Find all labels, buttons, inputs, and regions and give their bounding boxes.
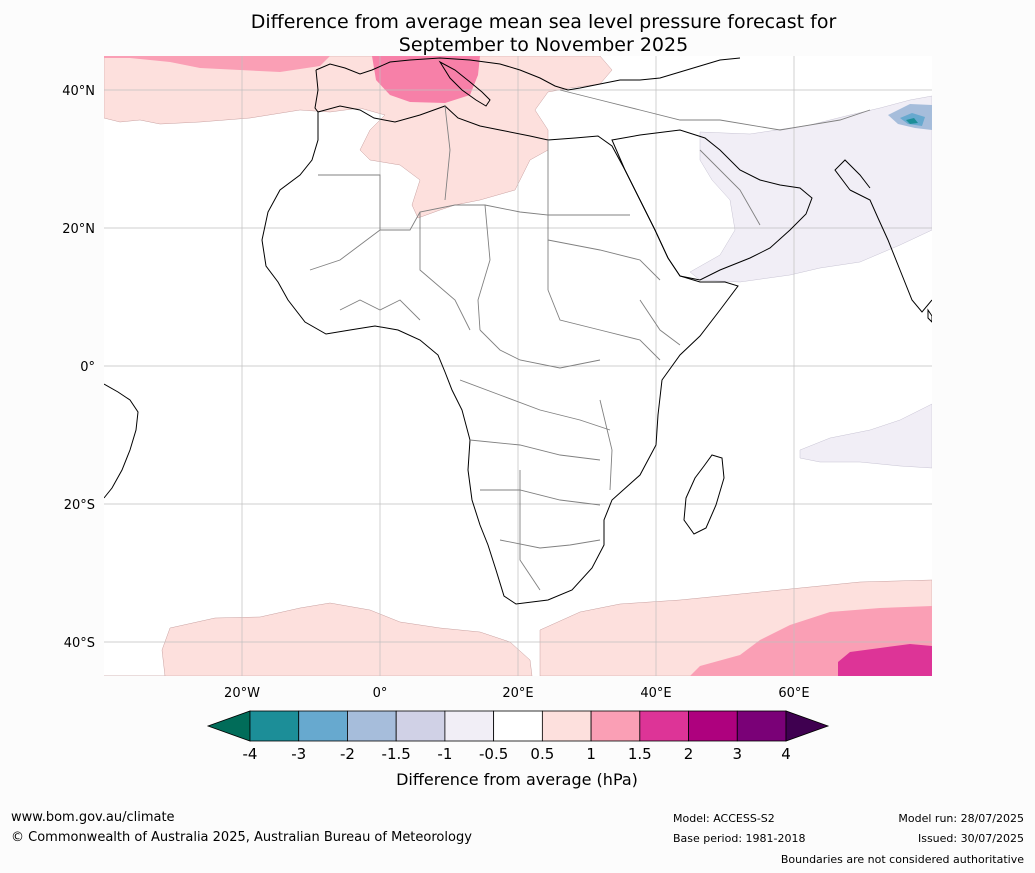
anomaly-zone-south-indian-high — [838, 644, 932, 676]
colorbar-bin — [395, 710, 446, 742]
anomaly-zone-north-light — [104, 56, 613, 219]
anomaly-zone-south-atlantic — [104, 602, 533, 676]
colorbar-bin — [590, 710, 641, 742]
colorbar-tick-label: -1.5 — [382, 745, 411, 763]
lon-label-0: 0° — [373, 686, 388, 701]
map-title-line-1: Difference from average mean sea level p… — [250, 11, 837, 33]
anomaly-zone-arabia-negative — [689, 95, 932, 283]
sri-lanka-coastline — [927, 308, 932, 323]
coastlines — [104, 57, 932, 605]
europe-coastline — [314, 57, 741, 113]
footer-copyright: © Commonwealth of Australia 2025, Austra… — [11, 830, 472, 845]
longitude-labels: 20°W 0° 20°E 40°E 60°E — [224, 686, 810, 701]
colorbar-tick-label: 3 — [732, 745, 742, 763]
lon-label-60e: 60°E — [778, 686, 809, 701]
colorbar-tick-label: 2 — [684, 745, 694, 763]
graticule — [104, 56, 932, 676]
madagascar-coastline — [683, 454, 725, 535]
colorbar-bin — [347, 710, 397, 742]
colorbar-tick-label: -2 — [340, 745, 355, 763]
footer-model-run: Model run: 28/07/2025 — [898, 812, 1024, 825]
country-borders — [309, 89, 871, 591]
lat-label-40s: 40°S — [64, 636, 95, 651]
footer-issued: Issued: 30/07/2025 — [917, 832, 1024, 845]
footer-model: Model: ACCESS-S2 — [673, 812, 775, 825]
footer-disclaimer: Boundaries are not considered authoritat… — [780, 853, 1024, 866]
colorbar-bin — [249, 710, 300, 742]
lat-label-0: 0° — [80, 360, 95, 375]
anomaly-zone-mediterranean — [372, 56, 480, 103]
colorbar-tick-label: -1 — [437, 745, 452, 763]
arabia-coastline — [611, 129, 813, 281]
lat-label-20n: 20°N — [62, 222, 95, 237]
colorbar-tick-label: -4 — [243, 745, 258, 763]
anomaly-zone-north-mid — [104, 56, 330, 72]
map-title-line-2: September to November 2025 — [398, 34, 689, 56]
africa-coastline — [261, 105, 739, 605]
colorbar-title: Difference from average (hPa) — [396, 770, 638, 789]
colorbar-tick-label: -0.5 — [479, 745, 508, 763]
lon-label-20w: 20°W — [224, 686, 260, 701]
italy-coastline — [438, 60, 491, 107]
colorbar-tick-label: 0.5 — [530, 745, 554, 763]
footer-website[interactable]: www.bom.gov.au/climate — [11, 810, 175, 825]
anomaly-zone-himalaya-peak — [906, 118, 918, 124]
footer-base-period: Base period: 1981-2018 — [673, 832, 806, 845]
latitude-labels: 40°N 20°N 0° 20°S 40°S — [62, 84, 95, 651]
colorbar-tick-label: 1.5 — [628, 745, 652, 763]
colorbar-ticks: -4 -3 -2 -1.5 -1 -0.5 0.5 1 1.5 2 3 4 — [243, 745, 791, 763]
lon-label-20e: 20°E — [502, 686, 533, 701]
colorbar-bin — [444, 710, 495, 742]
map-panel — [104, 56, 932, 676]
colorbar-bin — [298, 710, 348, 742]
colorbar-tick-label: -3 — [291, 745, 306, 763]
colorbar-bin — [493, 710, 543, 742]
colorbar-tick-label: 4 — [781, 745, 791, 763]
colorbar-extension-low — [206, 710, 251, 742]
india-coastline — [834, 159, 932, 313]
south-america-coastline — [104, 383, 139, 499]
colorbar-tick-label: 1 — [586, 745, 596, 763]
colorbar-bin — [639, 710, 689, 742]
lat-label-20s: 20°S — [64, 498, 95, 513]
colorbar-bin — [736, 710, 787, 742]
colorbar-bin — [688, 710, 738, 742]
anomaly-zone-indian-ocean-negative — [799, 403, 932, 469]
lon-label-40e: 40°E — [640, 686, 671, 701]
colorbar-extension-high — [785, 710, 830, 742]
colorbar — [206, 710, 830, 742]
lat-label-40n: 40°N — [62, 84, 95, 99]
pressure-anomaly-fields — [104, 56, 932, 676]
colorbar-bin — [541, 710, 592, 742]
